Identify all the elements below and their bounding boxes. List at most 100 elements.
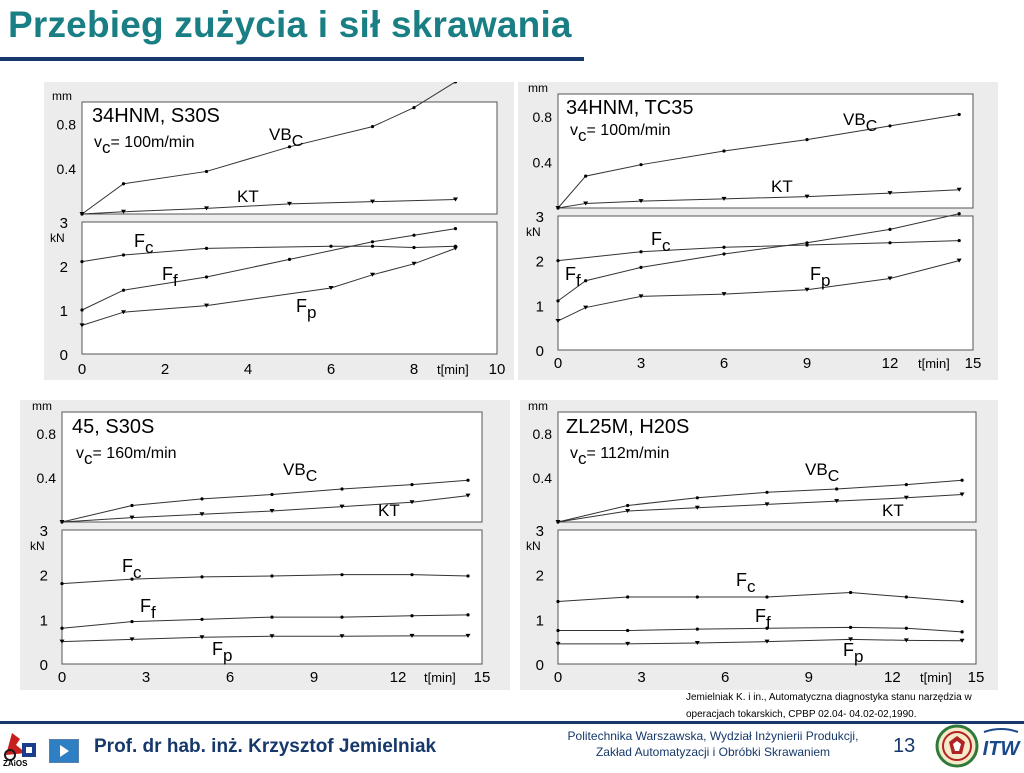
chart-2-point-fp-1 <box>583 305 589 310</box>
chart-1-wear-tick-0.4: 0.4 <box>57 161 77 177</box>
title-underline <box>0 57 584 61</box>
chart-panel-34hnm-tc35: mm 0.4 0.8 VBC KT 34HNM, TC35 vc= 100m/min kN 0 1… <box>518 82 998 380</box>
chart-4-point-fc-5 <box>904 595 908 599</box>
chart-3-x-tick-6: 6 <box>226 669 234 686</box>
chart-1-wear-tick-0.8: 0.8 <box>57 116 77 132</box>
institution: Politechnika Warszawska, Wydział Inżynie… <box>548 728 878 760</box>
chart-3-label-fp: Fp <box>212 639 232 665</box>
chart-1-force-tick-1: 1 <box>60 303 68 320</box>
chart-3-point-vbc-3 <box>270 492 274 497</box>
chart-1-x-tick-0: 0 <box>78 361 86 378</box>
chart-1-material-title: 34HNM, S30S <box>92 105 220 127</box>
chart-2-point-kt-0 <box>555 206 561 210</box>
chart-3-series-ff <box>60 613 470 630</box>
chart-3-point-kt-0 <box>59 520 65 524</box>
chart-1-x-tick-10: 10 <box>489 361 506 378</box>
chart-4-point-kt-2 <box>694 505 700 510</box>
chart-2-point-fp-2 <box>638 294 644 299</box>
chart-1-point-ff-1 <box>121 288 126 292</box>
chart-3-point-kt-6 <box>465 493 471 498</box>
chart-3-point-kt-1 <box>129 515 135 520</box>
chart-3-point-ff-6 <box>466 613 470 617</box>
chart-3-point-vbc-6 <box>466 478 470 482</box>
chart-2-series-kt <box>555 187 962 210</box>
chart-1-force-tick-2: 2 <box>60 259 68 276</box>
chart-1-force-unit: kN <box>50 231 65 245</box>
chart-2-force-unit: kN <box>526 225 541 239</box>
chart-1-x-tick-6: 6 <box>327 361 335 378</box>
chart-4-point-ff-3 <box>765 626 769 630</box>
chart-3-point-kt-3 <box>269 509 275 513</box>
chart-3-point-fp-3 <box>269 634 275 639</box>
chart-2-x-tick-3: 3 <box>637 355 645 372</box>
chart-3-point-kt-5 <box>409 500 415 505</box>
chart-1-series-fc <box>80 244 458 264</box>
chart-3-material-title: 45, S30S <box>72 416 154 438</box>
chart-1-point-fc-0 <box>80 260 84 264</box>
chart-4-point-fp-0 <box>555 641 561 646</box>
chart-2-x-tick-0: 0 <box>554 355 562 372</box>
chart-2-label-kt: KT <box>771 177 793 196</box>
chart-4-series-ff <box>556 625 964 634</box>
chart-panel-zl25m-h20s: mm 0.4 0.8 VBC KT ZL25M, H20S vc= 112m/min kN 0 1… <box>520 400 998 690</box>
chart-1-x-label: t[min] <box>437 362 469 377</box>
chart-2-point-fp-0 <box>555 318 561 323</box>
chart-2-point-ff-1 <box>584 279 588 283</box>
chart-2-point-kt-6 <box>956 187 962 192</box>
chart-3-point-vbc-1 <box>130 503 134 508</box>
chart-2-point-kt-4 <box>804 194 810 199</box>
chart-4-label-vbc: VBC <box>805 460 839 485</box>
next-slide-button[interactable] <box>49 739 79 763</box>
chart-4-wear-unit: mm <box>528 400 548 413</box>
chart-3-point-fp-2 <box>199 635 205 640</box>
chart-1-point-vbc-2 <box>204 169 209 174</box>
chart-3-point-vbc-5 <box>410 483 414 487</box>
chart-3-x-label: t[min] <box>424 670 456 685</box>
chart-1-point-ff-5 <box>412 233 416 237</box>
chart-4-point-vbc-3 <box>765 490 769 494</box>
institution-line-1: Politechnika Warszawska, Wydział Inżynie… <box>567 729 859 743</box>
chart-2-point-kt-2 <box>638 199 644 204</box>
chart-4-point-fc-4 <box>849 590 853 595</box>
chart-4-series-fc <box>556 590 964 604</box>
chart-3-point-fc-6 <box>466 574 470 578</box>
chart-2-line-fc <box>557 240 960 262</box>
citation-line-1: Jemielniak K. i in., Automatyczna diagno… <box>686 692 972 703</box>
chart-4-material-title: ZL25M, H20S <box>566 416 689 438</box>
chart-2-label-fp: Fp <box>810 264 830 290</box>
chart-1-cutting-speed: vc= 100m/min <box>94 134 195 157</box>
chart-2-point-fc-0 <box>556 259 560 263</box>
chart-1-label-ff: Ff <box>162 264 178 290</box>
chart-2-point-kt-1 <box>583 201 589 206</box>
chart-4-force-tick-3: 3 <box>536 523 544 540</box>
chart-3-point-fp-1 <box>129 637 135 642</box>
chart-4-point-fp-2 <box>694 641 700 646</box>
chart-3-x-tick-15: 15 <box>474 669 491 686</box>
chart-3-point-ff-5 <box>410 614 414 618</box>
chart-4-point-vbc-4 <box>835 487 839 491</box>
chart-3-point-ff-4 <box>340 615 344 619</box>
chart-1-wear-plot-area <box>81 101 498 215</box>
chart-1-label-kt: KT <box>237 187 259 206</box>
chart-3-label-vbc: VBC <box>283 460 317 485</box>
chart-1-point-fp-6 <box>453 246 458 251</box>
chart-3-point-vbc-4 <box>340 487 344 491</box>
chart-1-point-ff-6 <box>453 227 458 231</box>
chart-3-label-ff: Ff <box>140 596 156 622</box>
chart-2-wear-plot-area <box>557 93 974 209</box>
chart-4-force-tick-2: 2 <box>536 568 544 585</box>
chart-3-point-fc-3 <box>270 574 274 578</box>
chart-1-series-kt <box>79 197 458 216</box>
chart-4-point-vbc-1 <box>626 503 630 508</box>
chart-3-point-fc-0 <box>60 582 64 586</box>
chart-2-x-tick-9: 9 <box>803 355 811 372</box>
chart-4-point-fp-3 <box>764 639 770 644</box>
chart-2-series-fp <box>555 258 962 323</box>
chart-1-point-fp-5 <box>411 261 417 266</box>
chart-4-wear-tick-0.4: 0.4 <box>533 470 553 486</box>
chart-4-point-vbc-6 <box>960 478 964 482</box>
chart-4-force-tick-0: 0 <box>536 657 544 674</box>
chart-4-point-ff-0 <box>556 628 560 633</box>
chart-1-point-ff-2 <box>204 275 209 279</box>
chart-1-point-ff-4 <box>370 240 375 244</box>
